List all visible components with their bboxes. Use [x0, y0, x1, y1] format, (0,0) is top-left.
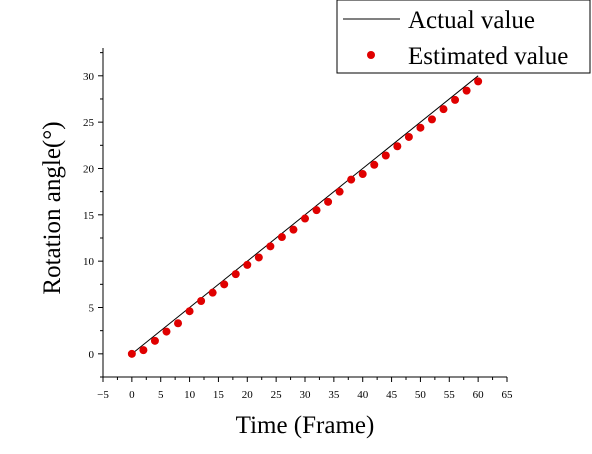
x-axis: −5 0 5 10 15 20 25 30 35 40 45 50 55 60 65 — [97, 376, 514, 401]
plot-area — [127, 75, 483, 358]
estimated-value-point — [439, 105, 448, 114]
estimated-value-point — [427, 115, 436, 124]
x-tick-label: 55 — [444, 389, 456, 401]
legend: Actual value Estimated value — [336, 0, 591, 74]
estimated-value-point — [462, 86, 471, 95]
legend-label-actual: Actual value — [408, 7, 535, 34]
estimated-value-point — [370, 160, 379, 169]
estimated-value-point — [185, 307, 194, 316]
x-tick-label: 0 — [129, 389, 135, 401]
estimated-value-point — [301, 214, 309, 223]
estimated-value-point — [416, 123, 425, 132]
x-tick-label: 50 — [415, 389, 427, 401]
estimated-value-point — [393, 142, 402, 151]
y-tick-label: 0 — [89, 349, 95, 361]
y-tick-label: 25 — [83, 117, 95, 129]
y-tick-label: 5 — [89, 302, 95, 314]
estimated-value-point — [139, 346, 148, 355]
estimated-value-point — [404, 132, 413, 141]
estimated-value-point — [347, 175, 356, 184]
estimated-value-point — [254, 253, 263, 262]
x-tick-label: 65 — [502, 389, 514, 401]
estimated-value-point — [150, 336, 159, 345]
y-axis-title: Rotation angle(°) — [39, 121, 66, 294]
x-tick-label: 10 — [184, 389, 196, 401]
x-axis-title: Time (Frame) — [236, 412, 375, 439]
estimated-value-point — [324, 197, 333, 206]
estimated-value-point — [277, 233, 286, 242]
x-tick-label: 5 — [158, 389, 164, 401]
estimated-value-point — [208, 288, 217, 297]
x-tick-label: 25 — [271, 389, 283, 401]
y-tick-label: 15 — [83, 210, 95, 222]
x-tick-label: 15 — [213, 389, 225, 401]
y-axis: 0 5 10 15 20 25 30 — [83, 48, 104, 378]
estimated-value-point — [220, 280, 229, 289]
estimated-value-point — [474, 77, 483, 86]
estimated-value-point — [174, 319, 183, 328]
estimated-value-point — [197, 297, 206, 306]
estimated-value-point — [335, 187, 344, 196]
x-tick-label: 60 — [473, 389, 485, 401]
x-tick-label: 40 — [357, 389, 369, 401]
legend-label-estimated: Estimated value — [408, 43, 568, 70]
estimated-value-point — [243, 260, 252, 269]
x-tick-label: 20 — [242, 389, 254, 401]
x-tick-label: 45 — [386, 389, 398, 401]
x-tick-label: 30 — [300, 389, 312, 401]
estimated-value-point — [358, 170, 367, 179]
y-tick-label: 30 — [83, 71, 95, 83]
estimated-value-point — [266, 242, 275, 251]
x-tick-label: −5 — [97, 389, 109, 401]
estimated-value-point — [231, 270, 240, 279]
y-tick-label: 10 — [83, 256, 95, 268]
x-tick-label: 35 — [328, 389, 340, 401]
legend-point-swatch — [367, 51, 375, 59]
estimated-value-point — [127, 349, 136, 358]
estimated-value-point — [289, 225, 298, 234]
estimated-value-point — [451, 95, 460, 104]
estimated-value-point — [162, 327, 171, 336]
estimated-value-point — [312, 206, 321, 215]
y-tick-label: 20 — [83, 163, 95, 175]
legend-box — [336, 0, 591, 74]
estimated-value-point — [381, 151, 390, 160]
